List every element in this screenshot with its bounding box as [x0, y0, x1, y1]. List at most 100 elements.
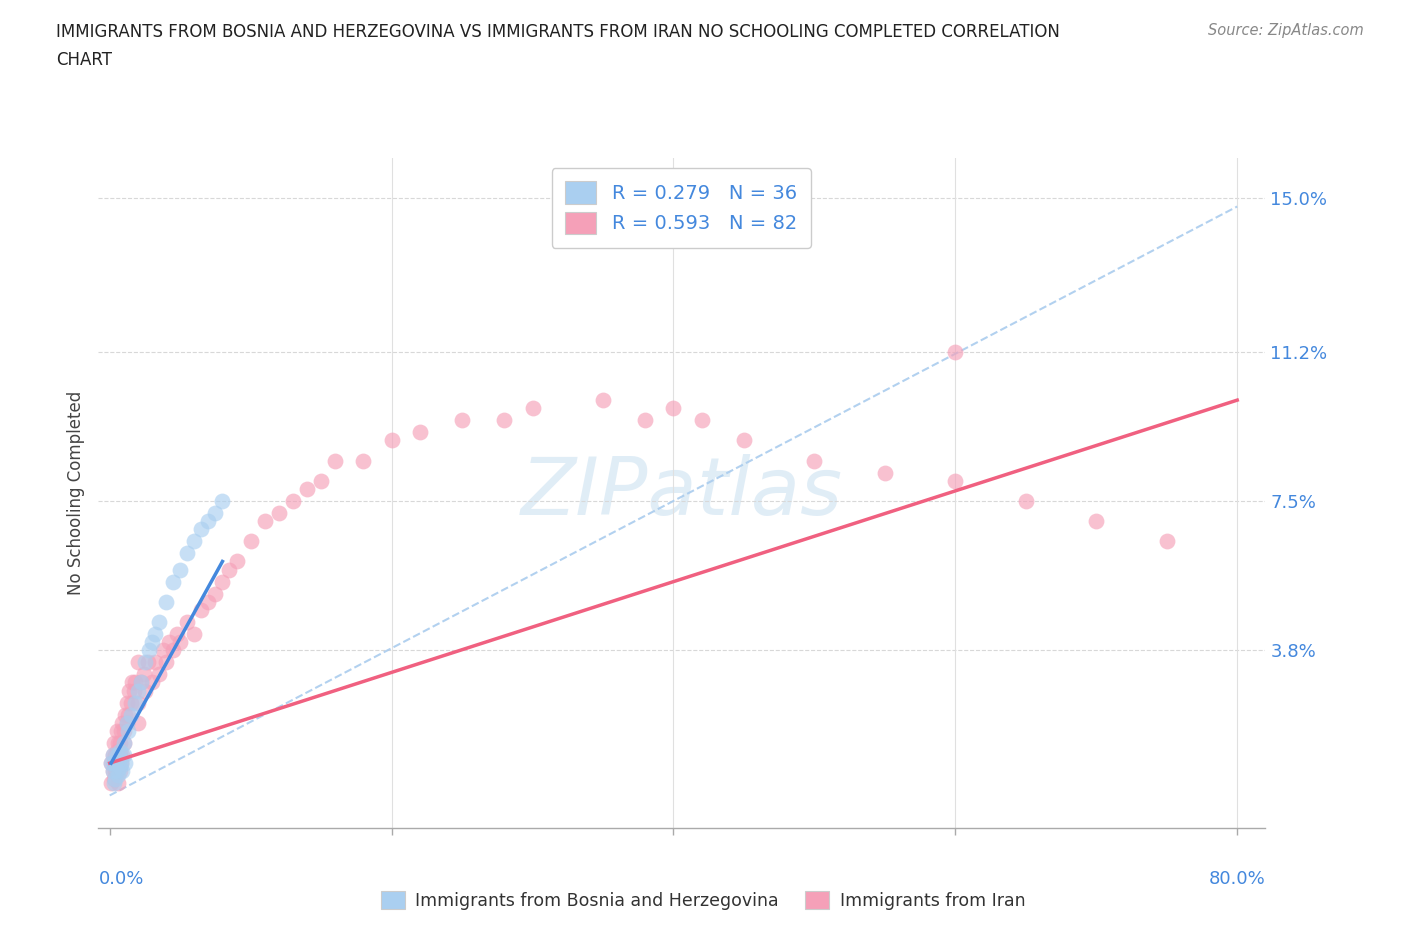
- Point: [111, 748, 134, 763]
- Point: [197, 513, 219, 528]
- Text: IMMIGRANTS FROM BOSNIA AND HERZEGOVINA VS IMMIGRANTS FROM IRAN NO SCHOOLING COMP: IMMIGRANTS FROM BOSNIA AND HERZEGOVINA V…: [56, 23, 1060, 41]
- Point: [190, 522, 212, 537]
- Point: [114, 756, 136, 771]
- Point: [121, 675, 143, 690]
- Point: [105, 748, 128, 763]
- Point: [143, 627, 166, 642]
- Point: [111, 764, 134, 778]
- Point: [204, 506, 226, 521]
- Point: [122, 684, 145, 698]
- Point: [129, 675, 152, 690]
- Text: ZIPatlas: ZIPatlas: [520, 454, 844, 532]
- Point: [381, 433, 404, 448]
- Point: [103, 736, 125, 751]
- Point: [101, 764, 124, 778]
- Point: [494, 413, 516, 428]
- Point: [120, 708, 142, 723]
- Point: [101, 748, 124, 763]
- Point: [352, 453, 374, 468]
- Point: [100, 776, 122, 790]
- Point: [117, 724, 139, 738]
- Point: [522, 401, 544, 416]
- Point: [148, 667, 170, 682]
- Point: [634, 413, 657, 428]
- Point: [112, 736, 135, 751]
- Point: [104, 764, 127, 778]
- Point: [105, 724, 128, 738]
- Point: [323, 453, 346, 468]
- Point: [108, 764, 131, 778]
- Point: [204, 586, 226, 601]
- Point: [169, 634, 191, 649]
- Point: [117, 708, 139, 723]
- Point: [105, 764, 128, 778]
- Point: [112, 748, 135, 763]
- Point: [127, 696, 149, 711]
- Point: [101, 748, 124, 763]
- Point: [253, 513, 276, 528]
- Point: [134, 684, 156, 698]
- Point: [152, 643, 174, 658]
- Legend: R = 0.279   N = 36, R = 0.593   N = 82: R = 0.279 N = 36, R = 0.593 N = 82: [551, 167, 811, 247]
- Point: [124, 696, 146, 711]
- Point: [166, 627, 188, 642]
- Point: [115, 696, 138, 711]
- Legend: Immigrants from Bosnia and Herzegovina, Immigrants from Iran: Immigrants from Bosnia and Herzegovina, …: [374, 884, 1032, 917]
- Point: [112, 724, 135, 738]
- Point: [1085, 513, 1108, 528]
- Point: [108, 736, 131, 751]
- Point: [107, 756, 129, 771]
- Point: [225, 554, 247, 569]
- Point: [1156, 534, 1178, 549]
- Point: [157, 634, 180, 649]
- Point: [111, 715, 134, 730]
- Point: [690, 413, 713, 428]
- Point: [211, 494, 233, 509]
- Point: [103, 772, 125, 787]
- Point: [127, 684, 149, 698]
- Point: [104, 772, 127, 787]
- Point: [211, 574, 233, 589]
- Point: [108, 748, 131, 763]
- Point: [105, 744, 128, 759]
- Point: [105, 764, 128, 778]
- Point: [110, 756, 132, 771]
- Point: [162, 574, 184, 589]
- Point: [281, 494, 304, 509]
- Point: [267, 506, 290, 521]
- Point: [100, 756, 122, 771]
- Point: [197, 594, 219, 609]
- Text: Source: ZipAtlas.com: Source: ZipAtlas.com: [1208, 23, 1364, 38]
- Point: [155, 594, 177, 609]
- Point: [295, 482, 318, 497]
- Point: [110, 724, 132, 738]
- Point: [101, 764, 124, 778]
- Point: [108, 760, 131, 775]
- Point: [943, 344, 966, 359]
- Point: [162, 643, 184, 658]
- Point: [134, 655, 156, 670]
- Point: [141, 634, 163, 649]
- Point: [124, 675, 146, 690]
- Point: [103, 756, 125, 771]
- Point: [127, 655, 149, 670]
- Point: [309, 473, 332, 488]
- Point: [1015, 494, 1038, 509]
- Point: [136, 655, 159, 670]
- Point: [803, 453, 825, 468]
- Point: [107, 736, 129, 751]
- Point: [148, 615, 170, 630]
- Point: [733, 433, 755, 448]
- Point: [100, 756, 122, 771]
- Text: 80.0%: 80.0%: [1209, 870, 1265, 888]
- Point: [190, 603, 212, 618]
- Point: [103, 776, 125, 790]
- Point: [592, 392, 614, 407]
- Point: [409, 425, 432, 440]
- Point: [176, 615, 198, 630]
- Point: [183, 534, 205, 549]
- Point: [662, 401, 685, 416]
- Point: [451, 413, 474, 428]
- Point: [129, 675, 152, 690]
- Point: [107, 776, 129, 790]
